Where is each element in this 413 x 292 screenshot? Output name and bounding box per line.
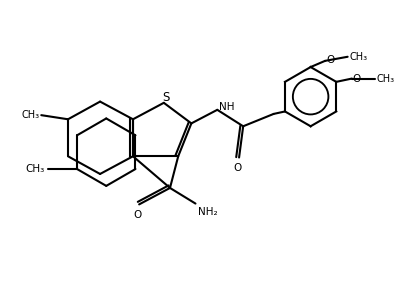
Text: O: O: [352, 74, 360, 84]
Text: CH₃: CH₃: [375, 74, 393, 84]
Text: CH₃: CH₃: [21, 110, 39, 120]
Text: S: S: [162, 91, 169, 104]
Text: CH₃: CH₃: [349, 52, 366, 62]
Text: O: O: [233, 163, 240, 173]
Text: CH₃: CH₃: [26, 164, 45, 174]
Text: O: O: [133, 210, 141, 220]
Text: NH: NH: [219, 102, 234, 112]
Text: NH₂: NH₂: [197, 207, 217, 217]
Text: O: O: [326, 55, 334, 65]
